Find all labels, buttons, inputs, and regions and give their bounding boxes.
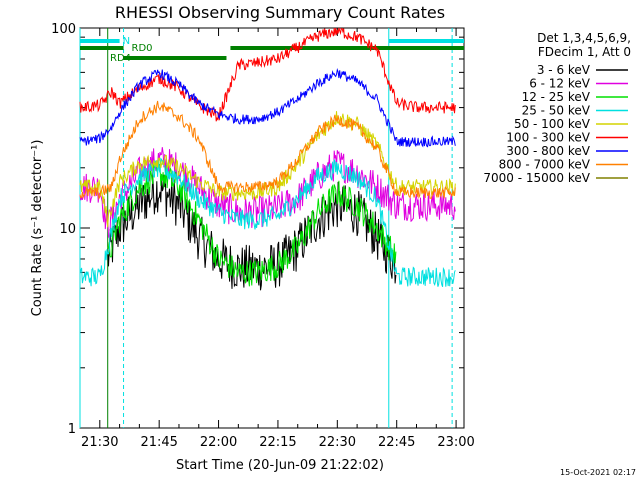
x-tick-label: 22:30 xyxy=(319,435,356,450)
state-bar-label: RD0 xyxy=(132,43,153,54)
series-line xyxy=(79,111,456,228)
x-tick-label: 23:00 xyxy=(437,435,474,450)
legend-entry-label: 800 - 7000 keV xyxy=(499,158,591,172)
x-tick-label: 22:00 xyxy=(200,435,237,450)
series-line xyxy=(79,67,456,148)
legend-entry-label: 300 - 800 keV xyxy=(506,144,590,158)
legend-entry-label: 7000 - 15000 keV xyxy=(483,171,590,185)
legend-entry-label: 3 - 6 keV xyxy=(537,63,591,77)
state-bar-label: N xyxy=(123,36,130,47)
legend-header-line-1: Det 1,3,4,5,6,9, xyxy=(537,31,631,45)
legend-entry-label: 50 - 100 keV xyxy=(514,117,591,131)
y-axis-label: Count Rate (s⁻¹ detector⁻¹) xyxy=(30,140,45,317)
y-tick-label: 1 xyxy=(68,422,76,437)
series-line xyxy=(79,100,456,201)
y-tick-label: 10 xyxy=(59,222,76,237)
x-tick-label: 21:45 xyxy=(140,435,177,450)
y-tick-label: 100 xyxy=(51,22,76,37)
legend-entry-label: 25 - 50 keV xyxy=(522,104,591,118)
legend-entry-label: 6 - 12 keV xyxy=(529,77,591,91)
x-tick-label: 22:15 xyxy=(259,435,296,450)
x-axis-label: Start Time (20-Jun-09 21:22:02) xyxy=(176,458,384,473)
footer-timestamp: 15-Oct-2021 02:17 xyxy=(560,468,636,477)
legend-entry-label: 100 - 300 keV xyxy=(506,131,590,145)
legend-header-line-2: FDecim 1, Att 0 xyxy=(538,45,631,59)
x-tick-label: 21:30 xyxy=(81,435,118,450)
series-line xyxy=(79,27,456,122)
legend-entry-label: 12 - 25 keV xyxy=(522,90,591,104)
x-tick-label: 22:45 xyxy=(378,435,415,450)
chart-title: RHESSI Observing Summary Count Rates xyxy=(115,3,445,22)
state-bar-label: RD4 xyxy=(110,53,131,64)
